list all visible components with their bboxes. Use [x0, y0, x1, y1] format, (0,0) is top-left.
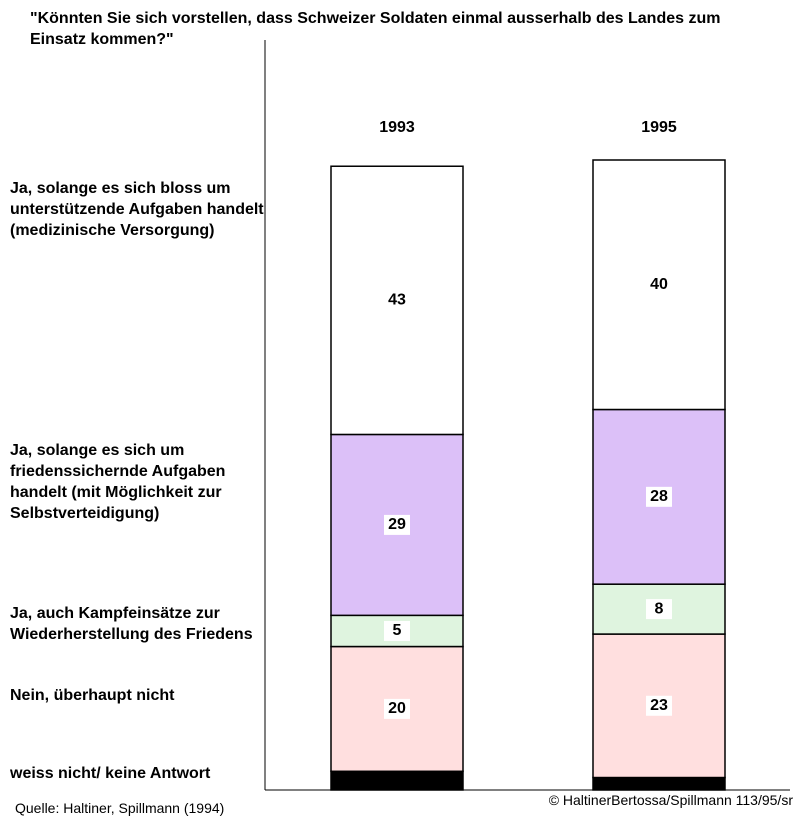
value-label: 20: [388, 700, 406, 717]
chart-title: "Könnten Sie sich vorstellen, dass Schwe…: [30, 10, 721, 48]
value-label-bg: [646, 274, 672, 295]
value-label: 29: [388, 516, 406, 533]
legend-label: weiss nicht/ keine Antwort: [10, 765, 211, 782]
x-category-label: 1995: [641, 119, 677, 136]
value-label: 40: [650, 276, 668, 293]
legend-label: Ja, auch Kampfeinsätze zur Wiederherstel…: [10, 605, 253, 643]
bar-segment: [592, 776, 726, 791]
x-category-label: 1993: [379, 119, 415, 136]
value-label-bg: [384, 620, 410, 641]
bar-segment: [330, 770, 464, 791]
source: Quelle: Haltiner, Spillmann (1994): [15, 800, 225, 816]
value-label-bg: [646, 695, 672, 716]
value-label-bg: [646, 486, 672, 507]
legend-label: Ja, solange es sich bloss um unterstütze…: [10, 180, 264, 239]
legend-label: Nein, überhaupt nicht: [10, 687, 175, 704]
value-label: 5: [393, 622, 402, 639]
value-label: 23: [650, 697, 668, 714]
value-label-bg: [384, 698, 410, 719]
value-label: 43: [388, 292, 406, 309]
copyright: © HaltinerBertossa/Spillmann 113/95/sr: [548, 792, 793, 808]
value-label: 28: [650, 488, 668, 505]
value-label-bg: [384, 514, 410, 535]
legend-label: Ja, solange es sich um friedenssichernde…: [10, 442, 226, 522]
value-label-bg: [384, 290, 410, 311]
value-label: 8: [655, 600, 664, 617]
value-label-bg: [646, 599, 672, 620]
